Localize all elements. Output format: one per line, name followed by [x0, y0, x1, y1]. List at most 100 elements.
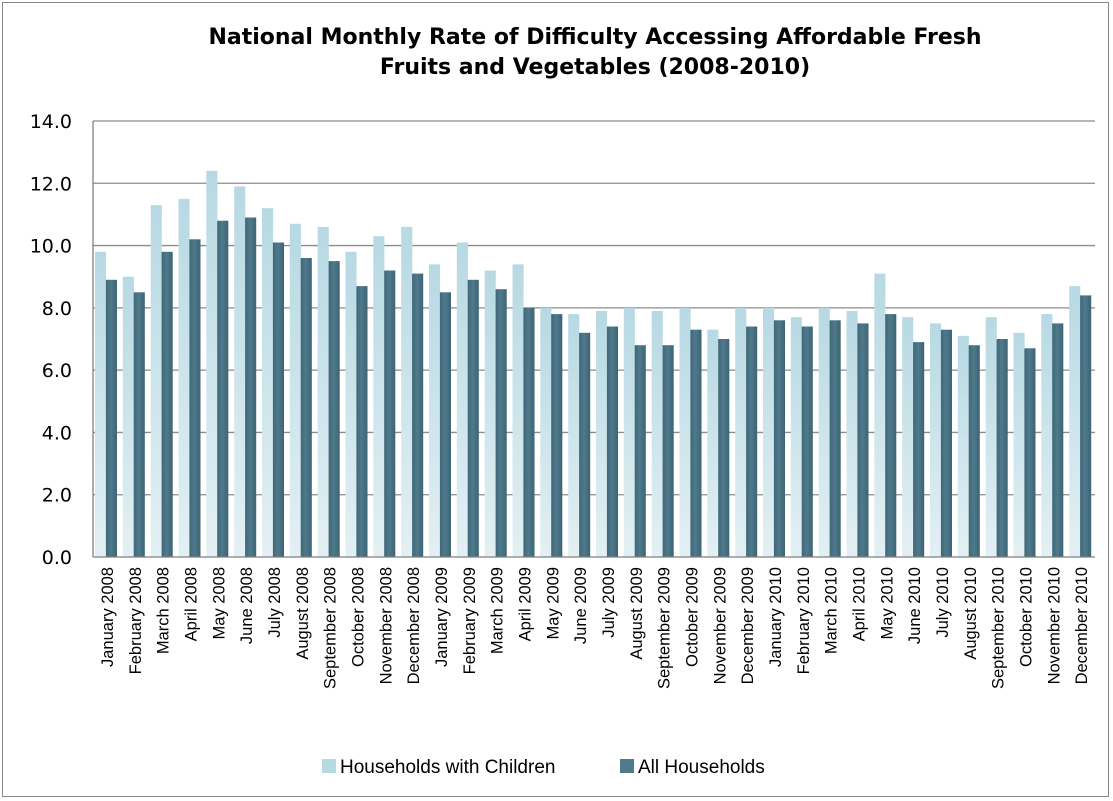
y-tick-label: 14.0 — [30, 111, 72, 133]
bar-households-with-children-september-2008 — [317, 226, 329, 557]
bar-all-households-october-2010 — [1024, 348, 1036, 557]
bar-households-with-children-october-2008 — [345, 251, 357, 558]
x-axis-categories: January 2008 February 2008 March 2008 April… — [99, 567, 1091, 689]
bar-households-with-children-august-2008 — [289, 223, 301, 558]
bar-households-with-children-november-2008 — [373, 236, 385, 557]
bar-all-households-january-2008 — [105, 279, 117, 557]
x-tick-label-december-2008: December 2008 — [405, 567, 423, 684]
x-tick-label-june-2009: June 2009 — [572, 567, 590, 644]
bar-households-with-children-december-2010 — [1069, 286, 1081, 557]
bar-all-households-march-2009 — [495, 289, 507, 557]
legend-swatch-households-with-children — [322, 759, 336, 773]
bar-all-households-january-2009 — [439, 292, 451, 557]
bar-households-with-children-february-2008 — [122, 276, 134, 557]
bar-all-households-january-2010 — [773, 320, 785, 557]
y-tick-label: 12.0 — [30, 173, 72, 195]
x-tick-label-march-2009: March 2009 — [489, 567, 507, 654]
x-tick-label-may-2008: May 2008 — [210, 567, 228, 639]
bar-all-households-august-2010 — [968, 345, 980, 557]
bar-households-with-children-april-2008 — [178, 198, 190, 557]
bar-all-households-february-2008 — [133, 292, 145, 557]
bar-households-with-children-july-2008 — [262, 208, 274, 557]
legend: Households with Children All Households — [322, 757, 765, 778]
bar-households-with-children-may-2008 — [206, 170, 218, 558]
legend-label-households-with-children: Households with Children — [340, 757, 555, 778]
bar-all-households-november-2008 — [384, 270, 396, 557]
x-tick-label-september-2009: September 2009 — [656, 567, 674, 689]
bar-all-households-december-2009 — [746, 326, 758, 557]
bar-households-with-children-december-2009 — [735, 307, 747, 557]
bar-all-households-may-2008 — [217, 220, 229, 557]
bar-all-households-may-2009 — [551, 314, 563, 557]
x-tick-label-april-2009: April 2009 — [516, 567, 534, 641]
bar-households-with-children-november-2009 — [707, 329, 719, 557]
bar-all-households-december-2010 — [1080, 295, 1092, 557]
bar-all-households-april-2010 — [857, 323, 869, 557]
bar-households-with-children-december-2008 — [401, 226, 413, 557]
bar-households-with-children-august-2009 — [623, 307, 635, 557]
bar-households-with-children-january-2008 — [95, 251, 107, 558]
bar-all-households-october-2008 — [356, 286, 368, 557]
bar-households-with-children-january-2010 — [763, 307, 775, 557]
x-tick-label-july-2008: July 2008 — [266, 567, 284, 638]
x-tick-label-september-2008: September 2008 — [322, 567, 340, 689]
gridlines — [93, 120, 1095, 496]
bar-households-with-children-july-2010 — [930, 323, 942, 557]
y-tick-label: 10.0 — [30, 236, 72, 258]
bar-all-households-february-2010 — [801, 326, 813, 557]
bar-households-with-children-may-2010 — [874, 273, 886, 557]
bar-households-with-children-june-2010 — [902, 317, 914, 557]
bar-all-households-july-2010 — [940, 329, 952, 557]
y-tick-label: 0.0 — [42, 547, 72, 569]
y-tick-label: 8.0 — [42, 298, 72, 320]
y-tick-label: 2.0 — [42, 485, 72, 507]
legend-label-all-households: All Households — [638, 757, 765, 778]
y-axis-ticks: 0.0 2.0 4.0 6.0 8.0 10.0 12.0 14.0 — [30, 111, 72, 569]
x-tick-label-november-2010: November 2010 — [1045, 567, 1063, 684]
x-tick-label-august-2010: August 2010 — [962, 567, 980, 660]
bar-households-with-children-july-2009 — [596, 311, 608, 557]
x-tick-label-march-2008: March 2008 — [155, 567, 173, 654]
bar-all-households-march-2010 — [829, 320, 841, 557]
x-tick-label-july-2009: July 2009 — [600, 567, 618, 638]
bar-households-with-children-may-2009 — [540, 307, 552, 557]
bar-all-households-april-2008 — [189, 239, 201, 558]
bar-all-households-september-2008 — [328, 261, 340, 557]
bar-households-with-children-october-2010 — [1013, 332, 1025, 557]
bar-all-households-november-2010 — [1052, 323, 1064, 557]
bar-all-households-july-2009 — [606, 326, 618, 557]
bar-households-with-children-march-2010 — [818, 307, 830, 557]
bar-all-households-december-2008 — [412, 273, 424, 557]
x-tick-label-october-2010: October 2010 — [1017, 567, 1035, 667]
bar-all-households-october-2009 — [690, 329, 702, 557]
bar-all-households-september-2010 — [996, 339, 1008, 557]
bar-all-households-march-2008 — [161, 251, 173, 558]
bar-households-with-children-april-2010 — [846, 311, 858, 557]
chart-title-line-1: National Monthly Rate of Difficulty Acce… — [208, 25, 981, 50]
x-tick-label-february-2010: February 2010 — [795, 567, 813, 674]
bar-households-with-children-october-2009 — [679, 307, 691, 557]
x-tick-label-april-2010: April 2010 — [850, 567, 868, 641]
bar-all-households-august-2009 — [634, 345, 646, 557]
x-tick-label-february-2008: February 2008 — [127, 567, 145, 674]
x-tick-label-december-2009: December 2009 — [739, 567, 757, 684]
bar-all-households-february-2009 — [467, 279, 479, 557]
bar-all-households-june-2010 — [913, 342, 925, 557]
bar-households-with-children-september-2010 — [985, 317, 997, 557]
x-tick-label-november-2008: November 2008 — [377, 567, 395, 684]
bar-households-with-children-february-2010 — [790, 317, 802, 557]
legend-swatch-all-households — [620, 759, 634, 773]
x-tick-label-january-2008: January 2008 — [99, 567, 117, 667]
bar-households-with-children-august-2010 — [957, 335, 969, 557]
bar-all-households-november-2009 — [718, 339, 730, 557]
x-tick-label-june-2008: June 2008 — [238, 567, 256, 644]
bar-households-with-children-april-2009 — [512, 264, 524, 557]
bar-all-households-september-2009 — [662, 345, 674, 557]
x-tick-label-december-2010: December 2010 — [1073, 567, 1091, 684]
x-tick-label-january-2009: January 2009 — [433, 567, 451, 667]
x-tick-label-june-2010: June 2010 — [906, 567, 924, 644]
bar-households-with-children-june-2008 — [234, 186, 246, 557]
bar-all-households-may-2010 — [885, 314, 897, 557]
x-tick-label-october-2009: October 2009 — [683, 567, 701, 667]
